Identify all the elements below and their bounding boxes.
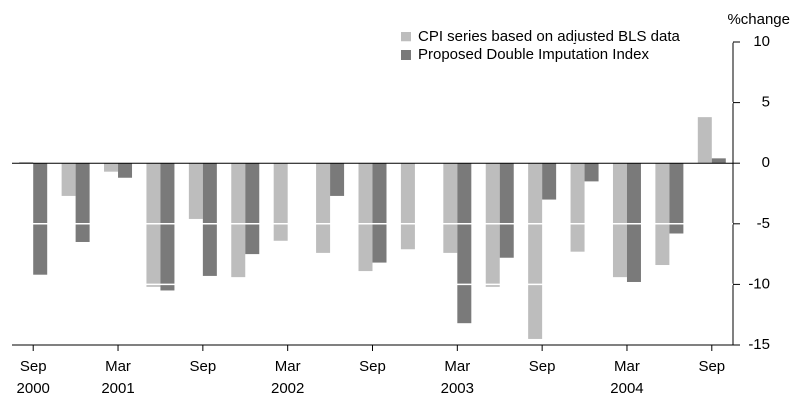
x-tick-label: Mar bbox=[444, 358, 470, 375]
y-tick-label: -10 bbox=[748, 275, 770, 292]
y-tick-label: -15 bbox=[748, 336, 770, 353]
x-year-label: 2002 bbox=[271, 380, 304, 397]
x-tick-label: Mar bbox=[105, 358, 131, 375]
bar bbox=[118, 163, 133, 178]
bar bbox=[33, 163, 48, 275]
bar bbox=[457, 163, 472, 324]
bar bbox=[612, 163, 627, 278]
bar bbox=[584, 163, 599, 182]
x-tick-label: Sep bbox=[529, 358, 556, 375]
y-tick-label: 5 bbox=[762, 94, 770, 111]
bar bbox=[19, 161, 34, 164]
bar bbox=[400, 163, 415, 250]
bar bbox=[245, 163, 260, 255]
x-tick-label: Sep bbox=[20, 358, 47, 375]
legend-label: CPI series based on adjusted BLS data bbox=[418, 28, 680, 45]
bar bbox=[626, 163, 641, 282]
bar bbox=[61, 163, 76, 196]
bar bbox=[202, 163, 217, 276]
x-tick-label: Sep bbox=[190, 358, 217, 375]
x-year-label: 2001 bbox=[101, 380, 134, 397]
bar bbox=[570, 163, 585, 252]
x-year-label: 2003 bbox=[441, 380, 474, 397]
bar bbox=[669, 163, 684, 234]
bar bbox=[273, 163, 288, 241]
y-tick-label: -5 bbox=[757, 215, 770, 232]
bar bbox=[528, 163, 543, 339]
bar bbox=[330, 163, 345, 196]
x-year-label: 2004 bbox=[610, 380, 643, 397]
x-tick-label: Mar bbox=[614, 358, 640, 375]
bar bbox=[542, 163, 557, 200]
x-tick-label: Sep bbox=[359, 358, 386, 375]
bar bbox=[316, 163, 331, 253]
bar bbox=[104, 163, 119, 172]
bar bbox=[231, 163, 246, 278]
y-tick-label: 0 bbox=[762, 154, 770, 171]
legend-swatch bbox=[401, 50, 411, 60]
bar bbox=[443, 163, 458, 253]
bar bbox=[372, 163, 387, 263]
x-tick-label: Sep bbox=[698, 358, 725, 375]
bar bbox=[188, 163, 203, 219]
bar bbox=[485, 163, 500, 287]
bar bbox=[711, 158, 726, 164]
y-axis-label: %change bbox=[727, 11, 790, 28]
bar bbox=[358, 163, 373, 272]
x-year-label: 2000 bbox=[17, 380, 50, 397]
x-tick-label: Mar bbox=[275, 358, 301, 375]
bar bbox=[697, 117, 712, 164]
legend-label: Proposed Double Imputation Index bbox=[418, 46, 649, 63]
bar bbox=[655, 163, 670, 266]
bar bbox=[75, 163, 90, 242]
bar bbox=[499, 163, 514, 258]
y-tick-label: 10 bbox=[753, 33, 770, 50]
legend-swatch bbox=[401, 32, 411, 42]
bar bbox=[160, 163, 175, 291]
bar bbox=[146, 163, 161, 287]
